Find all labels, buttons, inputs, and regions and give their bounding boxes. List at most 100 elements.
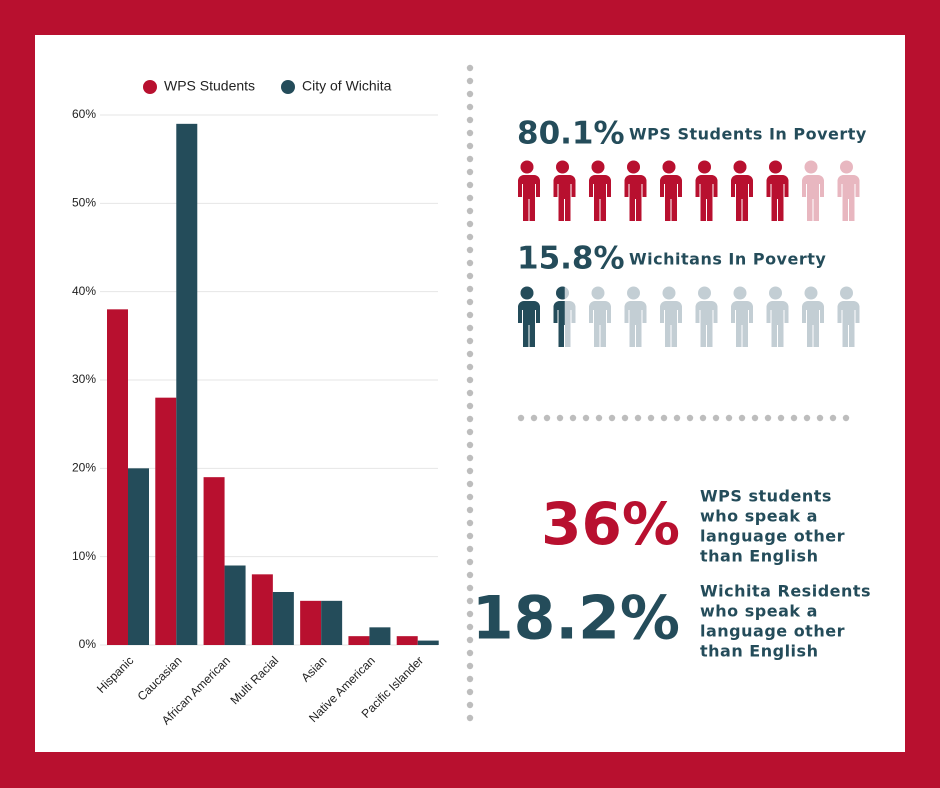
separator-dot: [466, 571, 474, 579]
person-head: [733, 160, 747, 174]
separator-dot: [466, 376, 474, 384]
person-icon: [731, 160, 753, 221]
separator-dot: [466, 155, 474, 163]
separator-dot: [530, 414, 538, 422]
person-head: [520, 160, 534, 174]
language-label: language other: [700, 622, 845, 641]
y-tick-label: 30%: [72, 372, 96, 386]
separator-dot: [466, 402, 474, 410]
separator-dot: [466, 77, 474, 85]
person-head: [591, 160, 605, 174]
legend-marker: [281, 80, 295, 94]
separator-dot: [466, 233, 474, 241]
separator-dot: [466, 623, 474, 631]
person-icon: [624, 286, 647, 347]
person-head: [556, 286, 565, 300]
person-icon: [695, 160, 718, 221]
person-head: [769, 160, 782, 174]
separator-dot: [466, 142, 474, 150]
person-head: [627, 160, 640, 174]
bar: [176, 123, 198, 646]
separator-dot: [466, 493, 474, 501]
person-body: [589, 301, 611, 347]
separator-dot: [712, 414, 720, 422]
person-head: [733, 286, 747, 300]
separator-dot: [466, 207, 474, 215]
bar: [128, 468, 149, 645]
separator-dot: [466, 311, 474, 319]
bar: [321, 600, 343, 645]
person-fill: [518, 286, 540, 347]
separator-dot: [466, 285, 474, 293]
separator-dot: [466, 181, 474, 189]
separator-dot: [466, 220, 474, 228]
person-head: [840, 286, 853, 300]
person-head: [769, 286, 782, 300]
bar: [155, 397, 177, 645]
separator-dot: [466, 454, 474, 462]
person-body: [695, 175, 718, 221]
person-head: [556, 160, 569, 174]
separator-dot: [466, 90, 474, 98]
separator-dot: [466, 532, 474, 540]
separator-dot: [466, 480, 474, 488]
person-fill: [731, 160, 753, 221]
separator-dot: [556, 414, 564, 422]
person-body: [837, 175, 860, 221]
person-head: [627, 286, 640, 300]
separator-dot: [466, 259, 474, 267]
bar: [251, 574, 273, 645]
separator-dot: [466, 298, 474, 306]
separator-dot: [751, 414, 759, 422]
separator-dot: [686, 414, 694, 422]
separator-dot: [816, 414, 824, 422]
separator-dot: [466, 363, 474, 371]
person-icon: [624, 160, 647, 221]
person-fill: [553, 160, 576, 221]
separator-dot: [699, 414, 707, 422]
separator-dot: [608, 414, 616, 422]
separator-dot: [466, 662, 474, 670]
separator-dot: [466, 194, 474, 202]
language-label: language other: [700, 527, 845, 546]
language-label: than English: [700, 642, 818, 661]
bar: [417, 640, 439, 645]
separator-dot: [466, 129, 474, 137]
person-head: [804, 286, 818, 300]
legend-label: City of Wichita: [302, 78, 392, 94]
separator-dot: [466, 597, 474, 605]
separator-dot: [777, 414, 785, 422]
person-icon: [802, 286, 824, 347]
poverty-label: WPS Students In Poverty: [629, 125, 867, 144]
y-tick-label: 60%: [72, 107, 96, 121]
separator-dot: [466, 636, 474, 644]
separator-dot: [634, 414, 642, 422]
language-label: who speak a: [700, 507, 818, 526]
y-tick-label: 20%: [72, 461, 96, 475]
language-label: Wichita Residents: [700, 582, 871, 601]
separator-dot: [466, 688, 474, 696]
separator-dot: [466, 675, 474, 683]
person-body: [766, 301, 789, 347]
separator-dot: [466, 168, 474, 176]
person-body: [518, 175, 540, 221]
separator-dot: [466, 506, 474, 514]
person-head: [520, 286, 534, 300]
language-value: 18.2%: [472, 584, 680, 654]
person-body: [802, 301, 824, 347]
separator-dot: [466, 389, 474, 397]
person-head: [591, 286, 605, 300]
separator-dot: [764, 414, 772, 422]
separator-dot: [621, 414, 629, 422]
person-body: [589, 175, 611, 221]
separator-dot: [725, 414, 733, 422]
separator-dot: [466, 428, 474, 436]
person-fill: [624, 160, 647, 221]
separator-dot: [466, 324, 474, 332]
person-icon: [589, 286, 611, 347]
language-label: who speak a: [700, 602, 818, 621]
separator-dot: [829, 414, 837, 422]
bar: [396, 636, 418, 645]
